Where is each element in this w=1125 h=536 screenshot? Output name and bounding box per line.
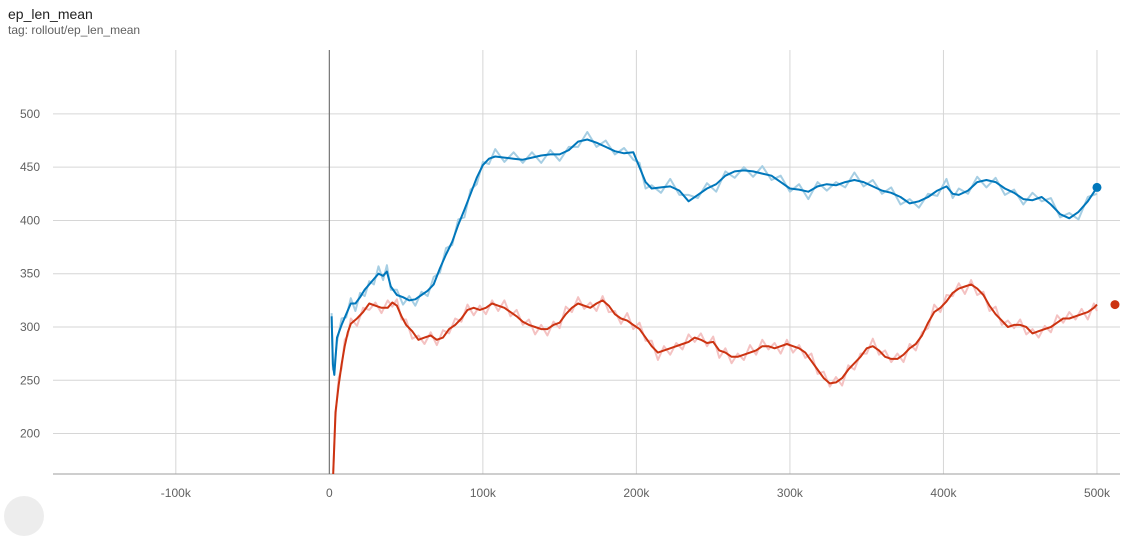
x-tick-label: -100k [161, 486, 192, 500]
chart-header: ep_len_mean tag: rollout/ep_len_mean [8, 6, 140, 38]
y-tick-label: 350 [20, 267, 40, 281]
x-tick-label: 100k [470, 486, 497, 500]
series-0-end-point [1092, 182, 1102, 192]
y-tick-label: 400 [20, 213, 40, 227]
x-tick-label: 0 [326, 486, 333, 500]
fit-domain-button[interactable] [4, 496, 44, 536]
y-tick-label: 500 [20, 107, 40, 121]
series-0-line [330, 138, 1098, 376]
y-gridlines [53, 113, 1120, 435]
x-tick-label: 200k [623, 486, 650, 500]
x-tick-label: 400k [930, 486, 957, 500]
x-gridlines [175, 50, 1098, 474]
end-markers [1092, 182, 1120, 310]
series-1-raw-line [332, 279, 1098, 471]
y-tick-label: 450 [20, 160, 40, 174]
x-tick-label: 500k [1084, 486, 1111, 500]
x-tick-label: 300k [777, 486, 804, 500]
y-tick-labels: 200 250 300 350 400 450 500 [20, 107, 40, 441]
smoothed-series [330, 138, 1098, 475]
chart-tag: tag: rollout/ep_len_mean [8, 23, 141, 37]
y-tick-label: 200 [20, 427, 40, 441]
raw-series [330, 131, 1098, 471]
series-1-line [332, 283, 1098, 475]
x-tick-labels: -100k 0 100k 200k 300k 400k 500k [161, 486, 1111, 500]
y-tick-label: 250 [20, 373, 40, 387]
series-1-end-point [1110, 300, 1120, 310]
chart-title: ep_len_mean [8, 6, 93, 22]
line-chart: -100k 0 100k 200k 300k 400k 500k 200 250 300 350 4… [20, 50, 1120, 500]
y-tick-label: 300 [20, 320, 40, 334]
